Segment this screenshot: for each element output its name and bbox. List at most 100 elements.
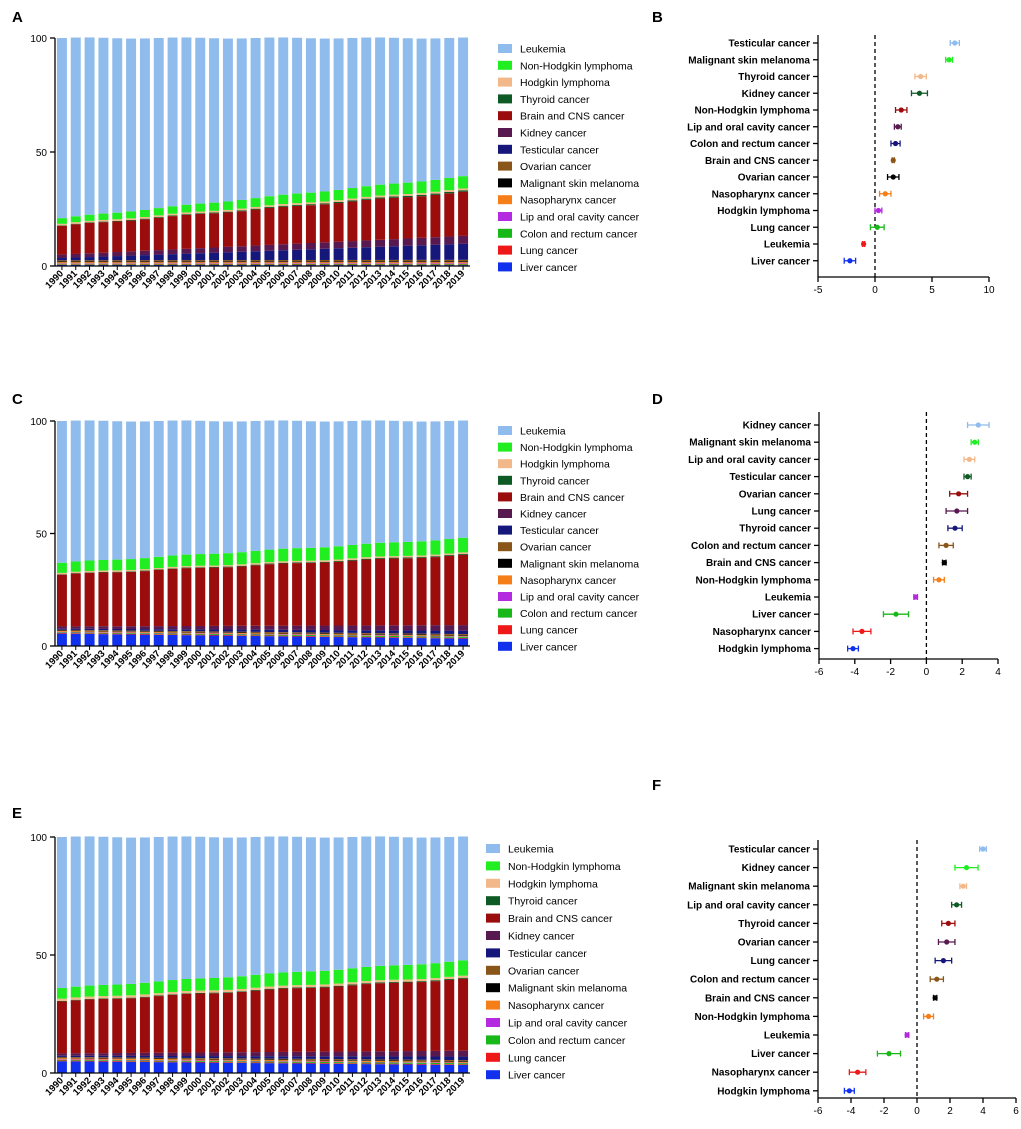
bar-segment [430, 1061, 441, 1063]
bar-segment [84, 1058, 95, 1060]
bar-segment [98, 626, 109, 629]
bar-segment [375, 37, 386, 185]
point-estimate [963, 865, 970, 871]
point-estimate [890, 174, 896, 180]
legend-swatch [486, 983, 500, 993]
bar-segment [347, 263, 358, 264]
bar-segment [264, 632, 275, 634]
bar-segment [319, 987, 330, 1052]
bar-segment [347, 259, 358, 262]
bar-segment [388, 183, 399, 195]
bar-segment [361, 984, 372, 1052]
bar-segment [98, 572, 109, 627]
bar-segment [236, 565, 247, 567]
bar-segment [444, 633, 455, 635]
panel-label: E [12, 805, 22, 822]
bar-segment [292, 420, 303, 549]
bar-segment [361, 630, 372, 634]
bar-segment [319, 1059, 330, 1060]
bar-segment [388, 633, 399, 635]
bar-segment [126, 1061, 137, 1073]
bar-segment [181, 1052, 192, 1057]
bar-segment [56, 223, 67, 226]
bar-segment [264, 207, 275, 245]
bar-segment [347, 261, 358, 263]
bar-segment [264, 1059, 275, 1060]
bar-segment [458, 960, 469, 976]
bar-segment [181, 1061, 192, 1063]
point-estimate [898, 107, 904, 113]
bar-segment [222, 632, 233, 634]
bar-segment [139, 263, 150, 264]
bar-segment [98, 252, 109, 257]
bar-segment [181, 1057, 192, 1059]
bar-segment [319, 633, 330, 635]
bar-segment [361, 247, 372, 260]
legend-label: Brain and CNS cancer [520, 492, 625, 504]
bar-segment [98, 998, 109, 1054]
bar-segment [292, 625, 303, 630]
bar-segment [292, 633, 303, 635]
bar-segment [139, 982, 150, 995]
bar-segment [375, 1064, 386, 1073]
bar-segment [126, 634, 137, 646]
bar-segment [84, 631, 95, 633]
bar-segment [416, 964, 427, 980]
bar-segment [305, 263, 316, 264]
forest-plot-F: F -6 -4 -2 0 2 4 6 Testicular cancer Kidney cance… [652, 777, 1019, 1117]
bar-segment [167, 1061, 178, 1063]
bar-segment [236, 263, 247, 265]
bar-segment [388, 1063, 399, 1065]
bar-segment [305, 1056, 316, 1059]
bar-segment [181, 568, 192, 626]
bar-segment [181, 566, 192, 568]
bar-segment [347, 1059, 358, 1061]
bar-segment [402, 238, 413, 246]
category-label: Lung cancer [751, 956, 811, 967]
bar-segment [402, 637, 413, 638]
point-estimate [934, 976, 940, 982]
bar-segment [278, 194, 289, 205]
bar-segment [70, 1060, 81, 1062]
bar-segment [126, 995, 137, 998]
y-tick-label: 100 [30, 833, 47, 844]
legend-label: Non-Hodgkin lymphoma [520, 60, 633, 72]
bar-segment [195, 992, 206, 994]
bar-segment [333, 259, 344, 262]
bar-segment [347, 1056, 358, 1060]
bar-segment [98, 631, 109, 633]
bar-segment [333, 633, 344, 635]
legend: Leukemia Non-Hodgkin lymphoma Hodgkin lymp… [498, 44, 640, 274]
bar-segment [250, 625, 261, 630]
bar-segment [84, 626, 95, 629]
bar-segment [112, 221, 123, 253]
category-label: Malignant skin melanoma [688, 882, 810, 893]
bar-segment [430, 244, 441, 260]
bar-segment [333, 985, 344, 987]
bar-segment [319, 634, 330, 635]
bar-segment [402, 541, 413, 556]
bar-segment [416, 421, 427, 542]
bar-segment [153, 1057, 164, 1059]
bar-segment [209, 837, 220, 978]
bar-segment [167, 216, 178, 250]
bar-segment [361, 262, 372, 264]
bar-segment [292, 243, 303, 250]
bar-segment [236, 1059, 247, 1061]
bar-segment [195, 213, 206, 214]
bar-segment [70, 257, 81, 261]
bar-segment [458, 630, 469, 635]
bar-segment [209, 1052, 220, 1057]
bar-segment [56, 262, 67, 264]
bar-segment [222, 209, 233, 212]
bar-segment [209, 38, 220, 203]
bar-segment [112, 995, 123, 999]
bar-segment [361, 263, 372, 265]
bar-segment [112, 260, 123, 262]
bar-segment [167, 634, 178, 635]
bar-segment [305, 560, 316, 563]
bar-segment [278, 1051, 289, 1057]
bar-segment [347, 544, 358, 559]
bar-segment [278, 260, 289, 262]
